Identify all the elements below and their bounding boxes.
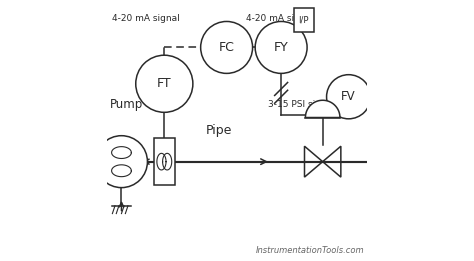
Text: Pump: Pump [110, 98, 143, 111]
Circle shape [327, 75, 371, 119]
Bar [154, 138, 175, 185]
Bar [294, 9, 314, 32]
Text: FT: FT [157, 77, 172, 90]
Circle shape [201, 21, 253, 73]
Text: I/P: I/P [299, 16, 309, 25]
Circle shape [255, 21, 307, 73]
Text: FC: FC [219, 41, 235, 54]
Circle shape [96, 136, 147, 188]
Circle shape [136, 55, 193, 112]
Text: FY: FY [274, 41, 289, 54]
Polygon shape [305, 100, 340, 117]
Text: Pipe: Pipe [206, 124, 232, 137]
Text: 3-15 PSI signal: 3-15 PSI signal [268, 100, 335, 109]
Text: InstrumentationTools.com: InstrumentationTools.com [255, 246, 364, 255]
Text: FV: FV [341, 90, 356, 103]
Text: 4-20 mA signal: 4-20 mA signal [246, 14, 314, 23]
Text: 4-20 mA signal: 4-20 mA signal [112, 14, 180, 23]
